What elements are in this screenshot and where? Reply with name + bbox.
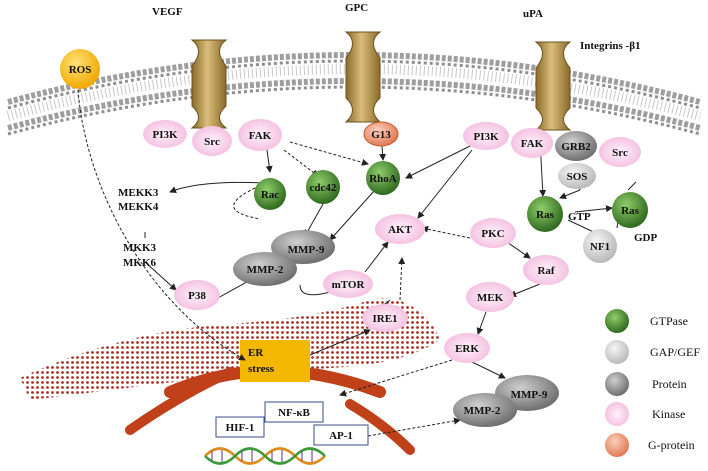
node-pkc: [470, 218, 516, 248]
box-nfkb: [264, 401, 324, 423]
node-pi3k-left: [143, 120, 187, 148]
legend: GTPase GAP/GEF Protein Kinase G-protein: [605, 309, 700, 457]
legend-kinase-swatch: [605, 402, 629, 426]
box-hif1: [215, 416, 265, 438]
node-rhoa: [366, 161, 400, 195]
legend-gprotein-swatch: [605, 433, 629, 457]
node-ras-gdp: [612, 192, 648, 228]
node-pkc-label: PKC: [481, 228, 504, 240]
label-vegf: VEGF: [152, 6, 183, 18]
box-nfkb-label: NF-κB: [278, 407, 310, 419]
er-stress-label-2: stress: [248, 363, 275, 375]
receptor-vegf: [190, 39, 228, 129]
node-ros: [60, 49, 100, 89]
node-ras-gdp-label: Ras: [621, 205, 639, 217]
legend-protein: Protein: [652, 377, 687, 391]
node-mtor: [323, 270, 373, 298]
legend-gtpase: GTPase: [650, 314, 688, 328]
box-ap1-label: AP-1: [329, 430, 353, 442]
node-fak-right-label: FAK: [521, 138, 544, 150]
node-mmp9-bottom-label: MMP-9: [511, 389, 548, 401]
node-akt-label: AKT: [388, 224, 413, 236]
label-integrins: Integrins -β1: [580, 40, 641, 52]
node-g13: [363, 121, 399, 147]
box-ap1: [313, 424, 369, 446]
gtp-label: GTP: [568, 211, 591, 223]
node-p38: [174, 280, 220, 310]
box-hif1-label: HIF-1: [226, 422, 255, 434]
node-cdc42: [306, 170, 340, 204]
node-mmp2-top: [233, 252, 297, 286]
node-mmp9-top: [271, 230, 335, 264]
legend-kinase: Kinase: [652, 407, 685, 421]
node-grb2: [555, 131, 597, 161]
node-src-left-label: Src: [204, 136, 220, 148]
node-raf-label: Raf: [537, 265, 554, 277]
node-mek-label: MEK: [477, 292, 504, 304]
node-sos-label: SOS: [567, 171, 588, 183]
node-sos: [558, 163, 596, 189]
node-cdc42-label: cdc42: [310, 182, 337, 194]
node-pi3k-left-label: PI3K: [152, 129, 178, 141]
node-g13-label: G13: [371, 129, 391, 141]
label-gpc: GPC: [345, 2, 368, 14]
label-upa: uPA: [523, 8, 543, 20]
node-fak-left: [238, 119, 282, 151]
node-src-left: [192, 126, 232, 156]
node-erk: [444, 333, 490, 363]
node-mek: [466, 282, 514, 312]
node-mmp2-bottom-label: MMP-2: [464, 405, 501, 417]
receptor-gpc: [344, 31, 382, 123]
node-fak-left-label: FAK: [249, 130, 272, 142]
receptor-integrin: [534, 41, 572, 131]
node-mtor-label: mTOR: [332, 279, 366, 291]
node-rac-label: Rac: [261, 189, 279, 201]
label-mekk3: MEKK3: [118, 187, 159, 199]
node-nf1-label: NF1: [590, 241, 610, 253]
node-fak-right: [511, 128, 553, 158]
node-akt: [375, 214, 425, 244]
legend-gapgef-swatch: [605, 340, 629, 364]
label-mkk6: MKK6: [123, 257, 156, 269]
node-ros-label: ROS: [69, 64, 92, 76]
node-mmp2-top-label: MMP-2: [247, 264, 284, 276]
node-grb2-label: GRB2: [561, 141, 591, 153]
node-nf1: [583, 229, 617, 263]
node-rhoa-label: RhoA: [369, 173, 397, 185]
node-mmp9-top-label: MMP-9: [288, 244, 325, 256]
node-ire1-label: IRE1: [372, 313, 397, 325]
label-mkk3: MKK3: [123, 242, 156, 254]
node-p38-label: P38: [188, 290, 206, 302]
node-src-right: [599, 137, 641, 167]
node-mmp2-bottom: [453, 393, 517, 427]
node-ras-gtp-label: Ras: [536, 209, 554, 221]
node-raf: [523, 255, 569, 285]
legend-gapgef: GAP/GEF: [650, 345, 700, 359]
legend-gtpase-swatch: [605, 309, 629, 333]
legend-gprotein: G-protein: [648, 438, 695, 452]
legend-protein-swatch: [605, 372, 629, 396]
node-pi3k-right-label: PI3K: [473, 131, 499, 143]
node-erk-label: ERK: [455, 343, 479, 355]
node-pi3k-right: [463, 122, 509, 150]
label-mekk4: MEKK4: [118, 201, 159, 213]
node-ire1: [362, 304, 408, 332]
er-stress-box: [240, 340, 310, 382]
node-src-right-label: Src: [612, 147, 628, 159]
node-ras-gtp: [527, 196, 563, 232]
dna-helix-icon: [204, 447, 326, 465]
gdp-label: GDP: [634, 232, 658, 244]
node-rac: [254, 178, 286, 210]
er-stress-label-1: ER: [248, 347, 264, 359]
